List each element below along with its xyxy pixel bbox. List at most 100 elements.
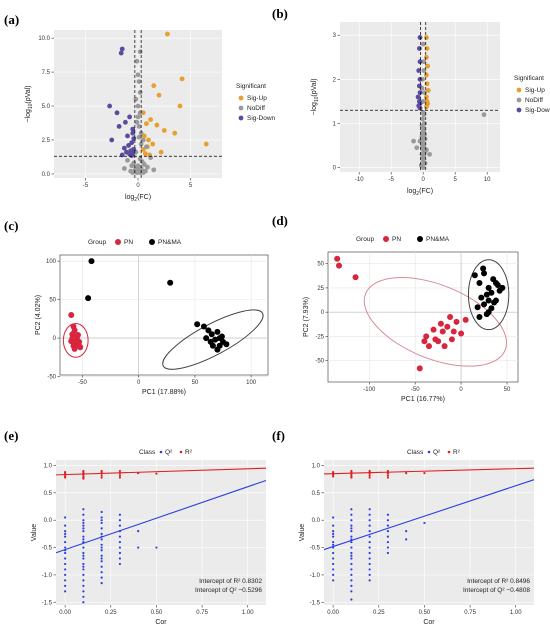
panel-f-point-s0-38	[368, 530, 371, 533]
panel-c-pca: -50 0 50 100 -50 0 50 100 PC1 (17.88%) PC2 (4.02%…	[35, 239, 269, 396]
panel-d-point-s0-13	[453, 318, 460, 325]
panel-d-point-s1-11	[474, 304, 481, 311]
panel-a-point-s1-13	[144, 144, 149, 150]
panel-f-point-s0-24	[350, 562, 353, 566]
panel-f-point-s0-18	[350, 530, 353, 533]
panel-d-point-s1-17	[488, 305, 495, 312]
panel-d-point-s0-4	[421, 338, 428, 345]
panel-d-confidence-ellipse-0	[363, 277, 508, 367]
panel-f-point-s0-56	[405, 530, 408, 533]
panel-e-x-axis-label: Cor	[155, 619, 167, 626]
panel-b-point-s1-30	[427, 151, 432, 157]
panel-f-point-s0-30	[350, 598, 353, 601]
panel-d-legend-label-1: PN&MA	[426, 236, 450, 243]
panel-c-y-tick-label-3: 100	[46, 259, 57, 265]
panel-e-point-s0-47	[100, 554, 103, 557]
panel-e-point-s0-57	[118, 513, 122, 516]
panel-d-legend-title: Group	[356, 236, 374, 243]
panel-a-point-s1-2	[135, 72, 141, 78]
panel-d-point-s0-1	[336, 262, 343, 269]
panel-b-legend-marker-0	[516, 87, 522, 93]
panel-e-permutation: 0.00 0.25 0.50 0.75 1.00 -1.5 -1.0 -0.5 0.0 0.5 1.…	[31, 449, 267, 626]
panel-a-point-s0-14	[150, 141, 156, 147]
panel-e-x-tick-label-0: 0.00	[59, 610, 71, 616]
panel-e-point-s0-69	[155, 546, 158, 549]
panel-letter-f: (f)	[272, 428, 285, 443]
panel-f-legend-label-0: Q²	[433, 449, 441, 456]
panel-f-point-s0-17	[350, 524, 353, 527]
panel-e-point-s0-30	[82, 584, 85, 587]
panel-c-point-s1-15	[214, 346, 221, 353]
panel-b-point-s1-1	[421, 112, 427, 118]
panel-e-point-s0-27	[82, 568, 85, 571]
panel-e-point-s0-58	[118, 519, 122, 522]
panel-f-point-s0-20	[350, 540, 353, 544]
panel-a-point-s2-0	[119, 46, 125, 52]
panel-e-point-s0-22	[82, 540, 85, 544]
panel-f-point-s0-48	[386, 513, 390, 516]
panel-d-point-s1-2	[481, 270, 488, 277]
panel-c-point-s1-0	[88, 258, 95, 265]
panel-d-x-tick-label-3: 50	[504, 387, 511, 393]
panel-c-point-s1-1	[85, 295, 92, 302]
panel-d-point-s1-19	[499, 284, 506, 291]
panel-b-point-s1-39	[421, 68, 427, 73]
panel-d-point-s0-14	[458, 330, 465, 337]
panel-a-point-s1-11	[138, 130, 144, 136]
panel-e-legend-label-0: Q²	[165, 449, 173, 456]
panel-b-point-s1-21	[422, 160, 428, 166]
panel-c-point-s1-11	[203, 335, 210, 342]
panel-f-point-s0-28	[350, 584, 353, 587]
panel-f-annotation-1: Intercept of Q² −0.4808	[463, 587, 530, 594]
panel-f-point-s0-7	[332, 557, 335, 560]
panel-letter-a: (a)	[4, 12, 19, 27]
panel-f-point-s0-1	[332, 524, 335, 527]
panel-d-y-tick-label-3: 25	[317, 286, 324, 292]
panel-c-confidence-ellipse-0	[62, 322, 89, 358]
panel-e-point-s0-4	[64, 540, 67, 544]
panel-f-point-s0-27	[350, 579, 353, 582]
panel-b-point-s1-31	[411, 138, 416, 144]
panel-d-point-s1-1	[476, 280, 483, 287]
panel-d-y-tick-label-0: -50	[315, 359, 324, 365]
panel-c-point-s1-14	[223, 341, 230, 348]
panel-f-point-s1-17	[386, 474, 390, 477]
panel-e-point-s0-10	[64, 573, 67, 577]
panel-e-y-tick-label-5: 1.0	[44, 463, 53, 469]
panel-a-x-tick-label-1: 0	[136, 183, 140, 189]
panel-f-legend-label-1: R²	[453, 449, 461, 456]
panel-e-point-s0-67	[137, 530, 140, 533]
panel-b-y-tick-label-3: 3	[333, 33, 337, 39]
panel-f-point-s0-11	[332, 579, 335, 582]
panel-a-point-s1-44	[136, 134, 142, 140]
panel-e-point-s0-25	[82, 557, 85, 560]
panel-f-point-s0-53	[386, 540, 390, 544]
panel-f-point-s0-41	[368, 546, 371, 549]
panel-d-x-tick-label-2: 0	[459, 387, 463, 393]
panel-d-point-s0-11	[448, 336, 455, 343]
panel-b-x-tick-label-0: -10	[355, 177, 364, 183]
panel-f-point-s0-40	[368, 540, 371, 544]
panel-a-point-s1-12	[140, 137, 146, 143]
panel-a-legend-marker-1	[238, 105, 244, 111]
panel-e-y-tick-label-4: 0.5	[44, 491, 53, 497]
panel-c-plot-area	[59, 254, 269, 376]
panel-f-point-s1-19	[405, 472, 408, 475]
panel-e-annotation-0: Intercept of R² 0.8302	[199, 578, 262, 585]
panel-f-y-axis-label: Value	[299, 524, 306, 541]
panel-a-point-s2-2	[107, 103, 113, 109]
panel-a-point-s2-3	[114, 110, 120, 116]
panel-f-legend-marker-0	[427, 450, 431, 454]
panel-letter-e: (e)	[4, 428, 18, 443]
panel-a-point-s2-5	[123, 119, 128, 125]
panel-a-legend-title: Significant	[236, 83, 266, 90]
panel-e-point-s0-24	[82, 551, 85, 555]
panel-a-y-tick-label-4: 10.0	[38, 36, 50, 42]
panel-e-point-s0-60	[118, 530, 122, 533]
panel-f-point-s0-42	[368, 551, 371, 555]
panel-a-legend-marker-0	[238, 95, 244, 101]
panel-c-x-tick-label-2: 50	[192, 380, 199, 386]
panel-d-confidence-ellipse-1	[467, 259, 510, 331]
panel-a-point-s0-13	[146, 137, 151, 143]
panel-a-point-s1-38	[142, 168, 148, 174]
